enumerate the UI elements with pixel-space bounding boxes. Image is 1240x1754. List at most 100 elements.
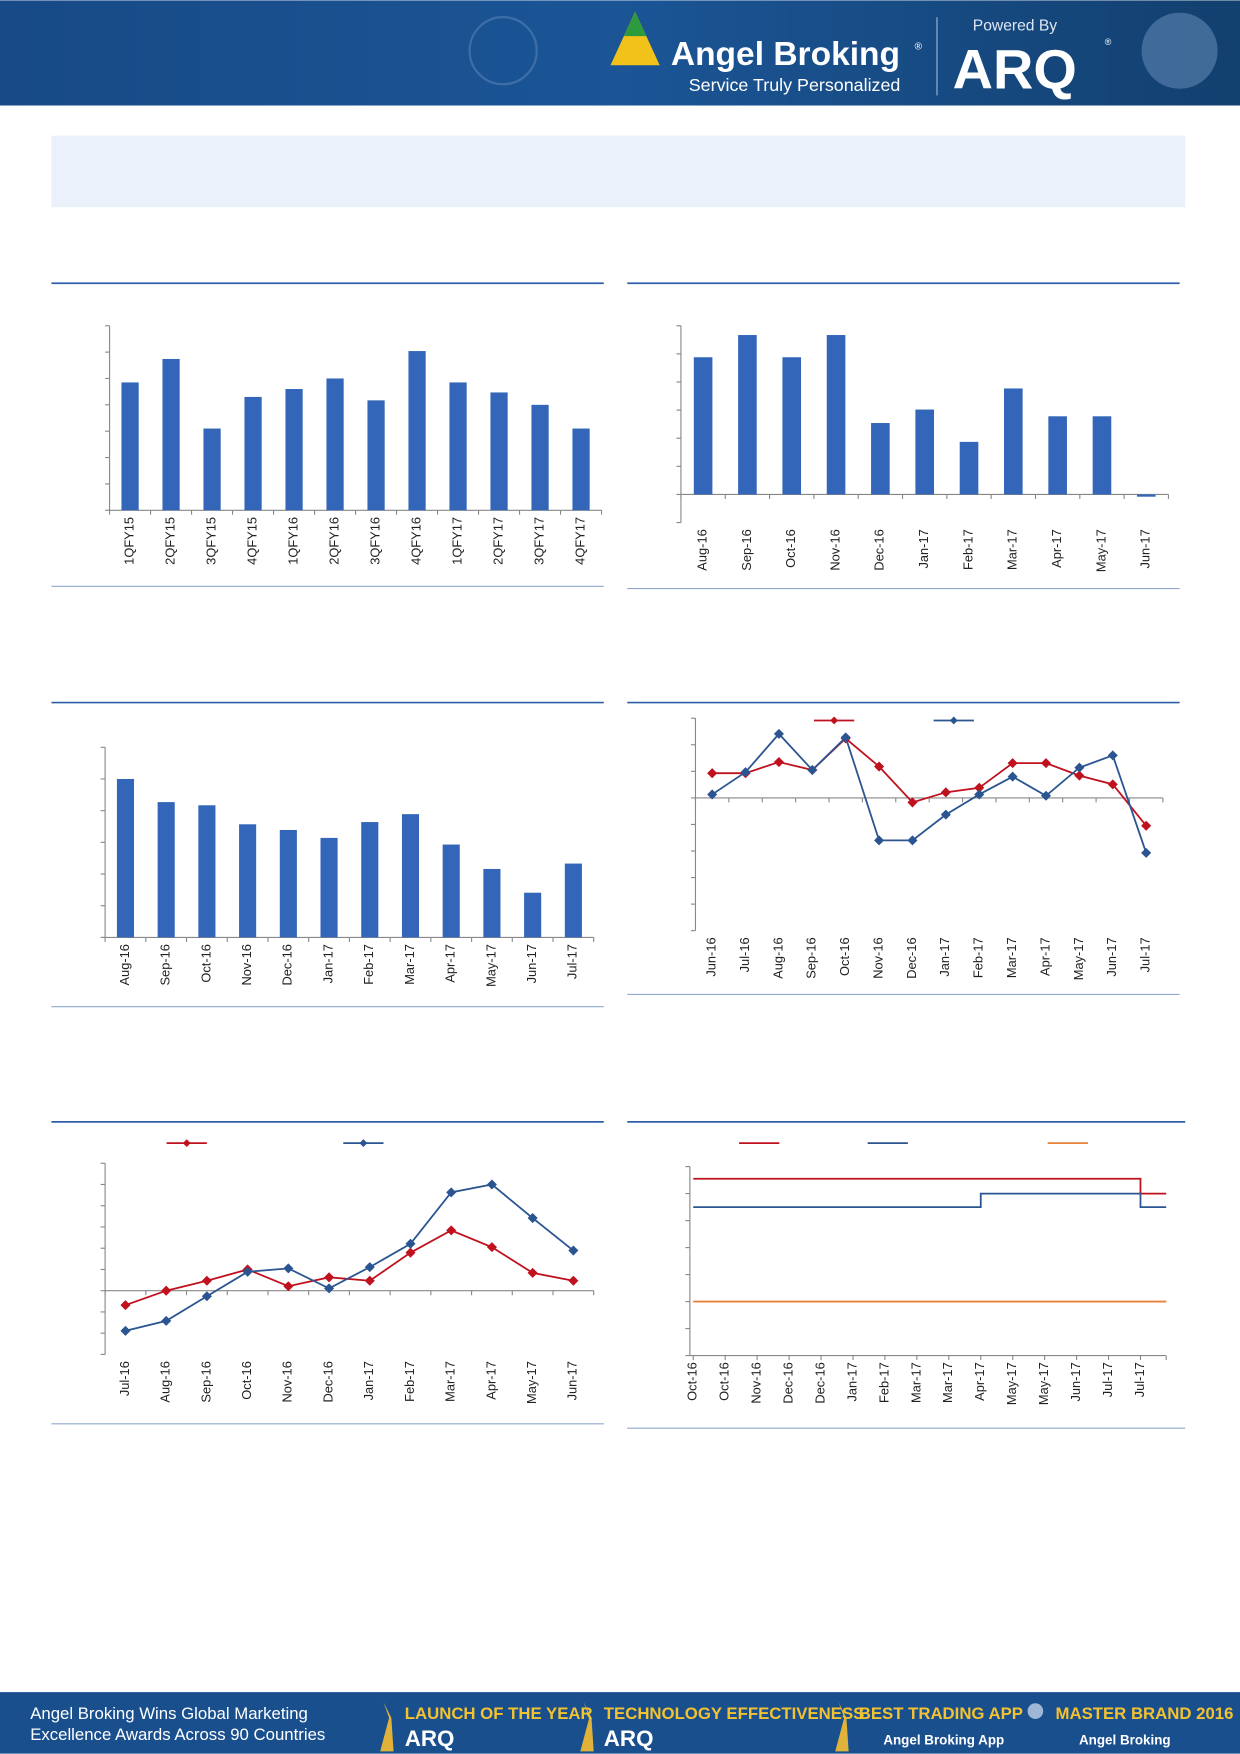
point-marker	[527, 1267, 538, 1278]
point-marker	[940, 809, 951, 820]
x-tick-label: Jun-17	[524, 944, 539, 983]
x-tick-label: Aug-16	[694, 529, 709, 570]
series-line	[712, 737, 1147, 827]
point-marker	[907, 797, 918, 808]
x-tick-label: 3QFY15	[203, 517, 218, 565]
bar	[285, 389, 303, 511]
point-marker	[161, 1315, 172, 1326]
bar	[157, 802, 175, 938]
x-tick-label: 1QFY16	[285, 517, 300, 565]
series-line	[693, 1192, 1167, 1208]
x-tick-label: Apr-17	[483, 1361, 498, 1400]
point-marker	[364, 1262, 375, 1273]
x-tick-label: Jul-17	[565, 944, 580, 979]
x-tick-label: Jun-17	[1068, 1362, 1083, 1401]
x-tick-label: Mar-17	[940, 1362, 955, 1403]
point-marker	[1107, 750, 1118, 761]
point-marker	[120, 1325, 131, 1336]
point-marker	[707, 768, 718, 779]
section-rules	[51, 282, 1186, 1429]
bar	[326, 378, 344, 511]
x-tick-label: May-17	[1071, 937, 1086, 980]
bar	[279, 829, 297, 938]
intro-box	[51, 135, 1186, 208]
award-sub: Angel Broking App	[883, 1733, 1004, 1748]
bar	[367, 400, 385, 511]
point-marker	[568, 1275, 579, 1286]
powered-by: Powered By	[973, 18, 1058, 35]
header-deco	[1141, 12, 1218, 89]
x-tick-label: Feb-17	[876, 1362, 891, 1403]
x-tick-label: Oct-16	[239, 1361, 254, 1400]
award-sub: ARQ	[604, 1726, 654, 1751]
x-tick-label: Dec-16	[320, 1361, 335, 1402]
bar	[1092, 416, 1112, 495]
x-tick-label: Dec-16	[872, 529, 887, 570]
point-marker	[1141, 847, 1152, 858]
x-tick-label: Apr-17	[1049, 529, 1064, 568]
x-tick-label: 2QFY15	[162, 517, 177, 565]
point-marker	[1040, 758, 1052, 769]
x-tick-label: Mar-17	[443, 1361, 458, 1402]
x-tick-label: Mar-17	[908, 1362, 923, 1403]
point-marker	[120, 1300, 131, 1311]
bar	[449, 382, 467, 511]
x-tick-label: Jun-17	[565, 1361, 580, 1400]
bar	[198, 805, 216, 938]
x-tick-label: 3QFY16	[367, 517, 382, 565]
point-marker	[405, 1247, 416, 1258]
point-marker	[242, 1266, 253, 1277]
point-marker	[405, 1238, 416, 1249]
x-tick-label: 1QFY17	[449, 517, 464, 565]
bar	[162, 358, 180, 511]
x-tick-label: 4QFY17	[572, 517, 587, 565]
bar	[408, 351, 426, 511]
x-tick-label: Nov-16	[239, 944, 254, 985]
point-marker	[446, 1187, 457, 1198]
point-marker	[940, 787, 951, 798]
x-tick-label: 2QFY17	[490, 517, 505, 565]
x-tick-label: Sep-16	[804, 937, 819, 978]
point-marker	[568, 1245, 579, 1256]
point-marker	[486, 1179, 497, 1190]
x-tick-label: 4QFY15	[244, 517, 259, 565]
x-tick-label: Jan-17	[320, 944, 335, 983]
bar	[572, 428, 590, 511]
x-tick-label: Dec-16	[812, 1362, 827, 1403]
award-icons	[380, 1702, 1044, 1752]
x-tick-label: May-17	[1036, 1362, 1051, 1405]
point-marker	[201, 1275, 212, 1286]
bar	[693, 357, 713, 495]
x-tick-label: Jun-16	[704, 937, 719, 976]
bar	[531, 404, 549, 511]
point-marker	[874, 761, 885, 772]
point-marker	[486, 1242, 497, 1253]
x-tick-label: Jan-17	[916, 529, 931, 568]
header-deco	[468, 16, 538, 86]
award-title: MASTER BRAND 2016	[1056, 1704, 1234, 1723]
x-tick-label: Oct-16	[717, 1362, 732, 1401]
bar	[121, 382, 139, 511]
brand-logo	[610, 11, 660, 66]
x-tick-label: Oct-16	[198, 944, 213, 983]
bar	[915, 409, 934, 495]
award-sub: ARQ	[405, 1726, 455, 1751]
legend-marker	[830, 716, 839, 725]
x-tick-label: Aug-16	[158, 1361, 173, 1402]
x-tick-label: Feb-17	[960, 529, 975, 570]
point-marker	[974, 789, 985, 800]
x-tick-label: Jul-16	[117, 1361, 132, 1396]
bar	[239, 824, 257, 938]
legend-marker	[359, 1139, 368, 1148]
x-tick-label: Jul-17	[1132, 1362, 1147, 1397]
bar	[1136, 494, 1156, 497]
series-line	[125, 1229, 574, 1306]
bar	[826, 335, 846, 495]
brand-mark: ®	[915, 42, 923, 53]
point-marker	[1007, 771, 1018, 782]
point-marker	[1107, 779, 1118, 790]
x-tick-label: Oct-16	[685, 1362, 700, 1401]
arq-logo: ARQ	[953, 38, 1077, 101]
